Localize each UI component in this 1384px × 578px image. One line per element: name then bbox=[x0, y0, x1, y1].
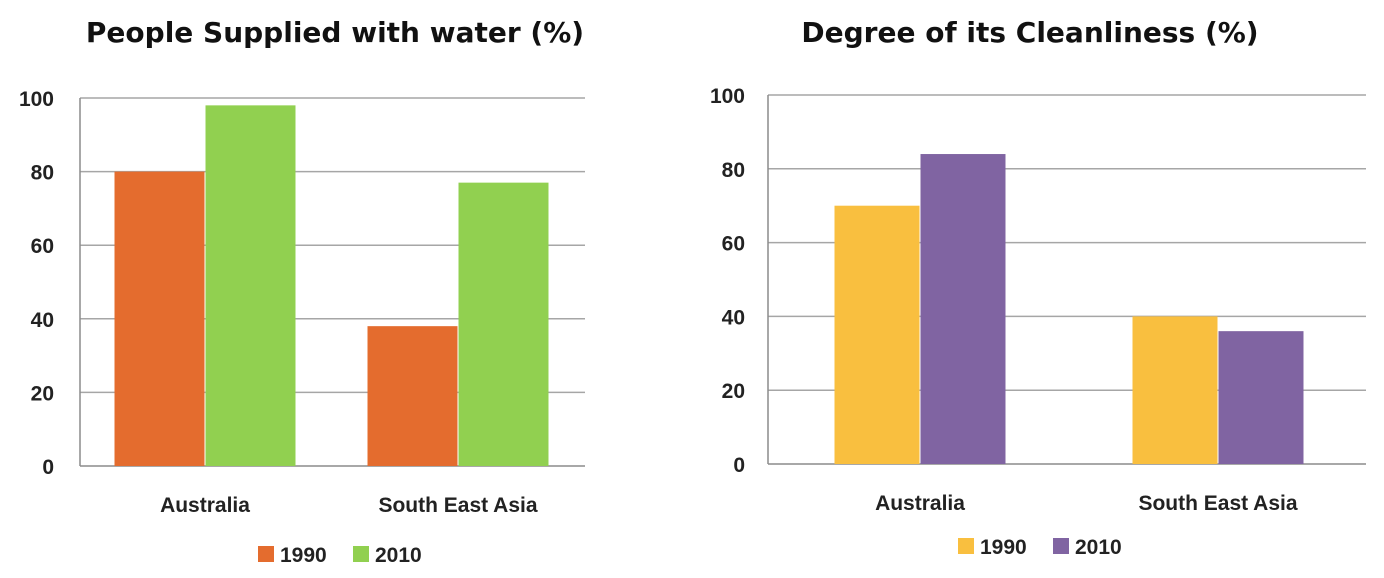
legend-label: 1990 bbox=[980, 536, 1027, 559]
y-tick-label: 40 bbox=[31, 309, 54, 332]
bar-1990-australia bbox=[834, 205, 920, 464]
bar-2010-australia bbox=[205, 105, 296, 467]
y-tick-label: 20 bbox=[31, 382, 54, 405]
y-tick-label: 0 bbox=[733, 454, 745, 477]
y-tick-label: 60 bbox=[722, 233, 745, 256]
y-tick-label: 60 bbox=[31, 235, 54, 258]
legend-swatch bbox=[1053, 538, 1069, 554]
chart-1: People Supplied with water (%) 0 20 40 60 80 1… bbox=[19, 16, 585, 567]
bar-2010-south-east-asia bbox=[458, 182, 549, 466]
y-tick-label: 80 bbox=[722, 159, 745, 182]
bar-1990-south-east-asia bbox=[367, 326, 458, 466]
x-category-label: Australia bbox=[160, 494, 250, 517]
x-category-label: South East Asia bbox=[378, 494, 537, 517]
legend-swatch bbox=[353, 546, 369, 562]
y-tick-label: 40 bbox=[722, 306, 745, 329]
y-tick-label: 20 bbox=[722, 380, 745, 403]
legend-label: 1990 bbox=[280, 544, 327, 567]
legend-swatch bbox=[258, 546, 274, 562]
x-category-label: South East Asia bbox=[1138, 492, 1297, 515]
y-tick-label: 100 bbox=[710, 85, 745, 108]
legend-label: 2010 bbox=[375, 544, 422, 567]
y-tick-label: 80 bbox=[31, 162, 54, 185]
legend-label: 2010 bbox=[1075, 536, 1122, 559]
bar-1990-australia bbox=[114, 171, 205, 466]
x-category-label: Australia bbox=[875, 492, 965, 515]
chart-2: Degree of its Cleanliness (%) 0 20 40 60 80 10… bbox=[710, 16, 1366, 559]
chart-title: People Supplied with water (%) bbox=[86, 16, 584, 49]
legend-swatch bbox=[958, 538, 974, 554]
bar-2010-south-east-asia bbox=[1218, 331, 1304, 464]
bar-2010-australia bbox=[920, 154, 1006, 465]
y-tick-label: 100 bbox=[19, 88, 54, 111]
bar-1990-south-east-asia bbox=[1132, 316, 1218, 464]
chart-title: Degree of its Cleanliness (%) bbox=[801, 16, 1258, 49]
y-tick-label: 0 bbox=[42, 456, 54, 479]
